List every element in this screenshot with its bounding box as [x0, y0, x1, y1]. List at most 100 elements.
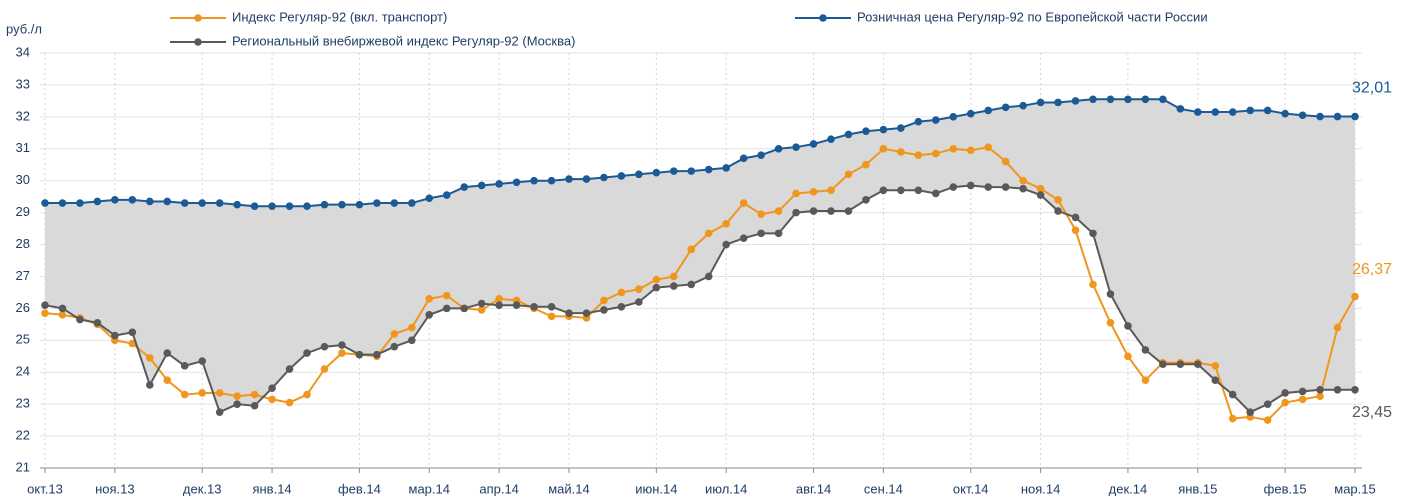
data-point	[1036, 98, 1045, 107]
x-tick-label: янв.14	[252, 481, 291, 496]
data-point	[687, 167, 696, 175]
data-point	[128, 328, 137, 337]
data-point	[966, 181, 975, 190]
data-point	[268, 384, 276, 392]
data-point	[1159, 360, 1167, 369]
data-point	[617, 302, 626, 311]
data-point	[582, 309, 591, 317]
y-tick-label: 30	[16, 172, 30, 187]
data-point	[355, 200, 364, 209]
data-point	[268, 395, 276, 404]
data-point	[1316, 112, 1324, 121]
data-point	[338, 349, 346, 357]
x-tick-label: дек.14	[1109, 481, 1148, 496]
data-point	[320, 342, 329, 351]
data-point	[1054, 196, 1062, 204]
data-point	[1246, 106, 1254, 115]
data-point	[809, 188, 818, 196]
data-point	[180, 390, 189, 399]
data-point	[1141, 376, 1150, 385]
data-point	[163, 349, 172, 357]
data-point	[477, 181, 486, 190]
data-point	[670, 282, 678, 290]
data-point	[233, 392, 241, 400]
data-point	[1036, 191, 1045, 199]
data-point	[198, 199, 206, 207]
data-point	[1194, 360, 1202, 369]
data-point	[739, 234, 748, 242]
data-point	[146, 197, 154, 206]
data-point	[879, 186, 888, 195]
data-point	[565, 175, 573, 183]
data-point	[897, 124, 905, 132]
data-point	[1019, 101, 1027, 110]
x-tick-label: июл.14	[705, 481, 747, 496]
y-tick-label: 28	[16, 236, 30, 251]
data-point	[722, 164, 730, 172]
data-point	[163, 376, 172, 385]
legend-label: Индекс Регуляр-92 (вкл. транспорт)	[232, 9, 447, 24]
data-point	[827, 135, 835, 143]
x-tick-label: май.14	[548, 481, 590, 496]
data-point	[792, 208, 800, 217]
data-point	[442, 291, 451, 300]
x-tick-label: апр.14	[479, 481, 519, 496]
y-tick-label: 24	[16, 364, 30, 379]
data-point	[600, 296, 608, 305]
data-point	[1001, 183, 1010, 191]
x-tick-label: мар.14	[409, 481, 450, 496]
data-point	[600, 173, 608, 182]
data-point	[844, 170, 853, 179]
data-point	[408, 323, 416, 332]
data-point	[984, 143, 992, 151]
spread-area	[45, 99, 1355, 413]
data-point	[984, 106, 992, 115]
data-point	[547, 176, 556, 185]
data-point	[739, 199, 748, 207]
data-point	[809, 207, 818, 215]
data-point	[1351, 112, 1359, 121]
data-point	[914, 117, 923, 126]
data-point	[1211, 362, 1220, 370]
data-point	[862, 196, 870, 204]
data-point	[1089, 95, 1097, 104]
data-point	[1246, 408, 1254, 416]
data-point	[338, 341, 346, 349]
data-point	[111, 196, 119, 204]
data-point	[1281, 109, 1289, 118]
data-point	[408, 336, 416, 345]
data-point	[93, 318, 102, 327]
y-tick-label: 33	[16, 76, 30, 91]
data-point	[512, 301, 521, 309]
data-point	[1124, 95, 1132, 104]
data-point	[1089, 229, 1097, 238]
data-point	[285, 365, 294, 373]
data-point	[303, 202, 311, 211]
x-tick-label: дек.13	[183, 481, 222, 496]
data-point	[233, 400, 241, 408]
data-point	[338, 200, 346, 209]
data-point	[530, 302, 538, 311]
data-point	[984, 183, 992, 191]
data-point	[652, 168, 661, 177]
data-point	[774, 144, 783, 153]
data-point	[390, 342, 399, 351]
series-line	[44, 184, 1355, 414]
data-point	[704, 272, 713, 281]
data-point	[862, 160, 870, 169]
data-point	[320, 365, 329, 373]
data-point	[1176, 105, 1185, 113]
data-point	[914, 186, 923, 195]
data-point	[303, 390, 311, 399]
legend-marker	[819, 14, 827, 22]
x-tick-label: авг.14	[796, 481, 831, 496]
y-tick-label: 27	[16, 268, 30, 283]
data-point	[949, 144, 958, 153]
y-tick-label: 25	[16, 332, 30, 347]
data-point	[250, 401, 259, 410]
x-tick-label: мар.15	[1334, 481, 1375, 496]
data-point	[1071, 213, 1080, 222]
data-point	[635, 298, 643, 306]
data-point	[146, 354, 154, 362]
data-point	[425, 295, 434, 303]
